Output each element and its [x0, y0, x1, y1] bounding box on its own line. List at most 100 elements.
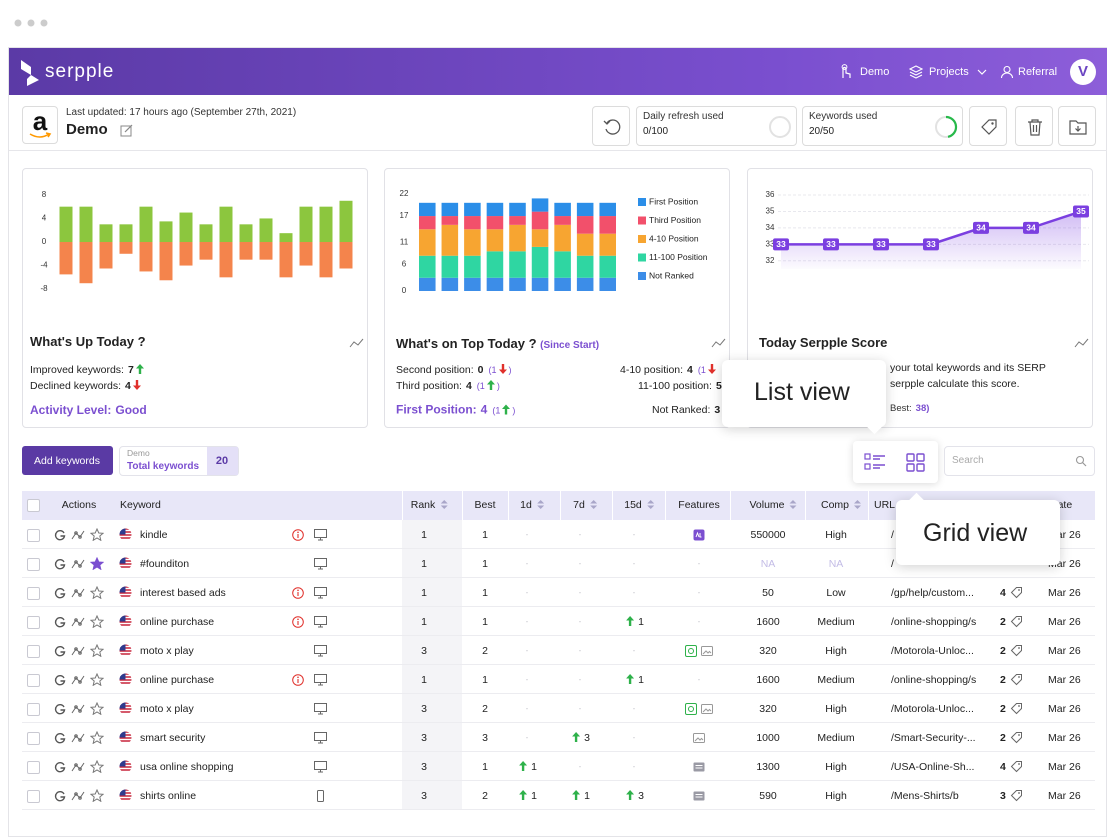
google-button[interactable] [54, 732, 66, 744]
keyword[interactable]: online purchase [140, 615, 215, 628]
star-button[interactable] [90, 644, 104, 657]
checkbox[interactable] [27, 789, 40, 803]
chart-button[interactable] [71, 558, 85, 570]
column-header[interactable]: 15d [624, 497, 654, 513]
google-button[interactable] [54, 587, 66, 599]
info-icon [292, 528, 304, 541]
grid-view-button[interactable] [906, 453, 926, 472]
nav-projects[interactable]: Projects [929, 66, 969, 78]
stat-value: 5 [715, 380, 722, 392]
stat-value: Good [115, 403, 147, 417]
bar-segment [576, 202, 594, 217]
keyword[interactable]: interest based ads [140, 586, 226, 599]
chart-button[interactable] [71, 587, 85, 599]
point-label: 33 [876, 239, 886, 249]
refresh-button[interactable] [592, 106, 630, 146]
checkbox[interactable] [27, 702, 40, 716]
sort-arrows [440, 500, 448, 509]
google-button[interactable] [54, 761, 66, 773]
tag-icon[interactable] [1010, 615, 1023, 628]
device-icon [314, 673, 327, 685]
flag-part [119, 615, 132, 628]
keyword[interactable]: online purchase [140, 673, 215, 686]
trend-arrow-shape [519, 789, 528, 800]
point-label: 34 [976, 223, 986, 233]
checkbox[interactable] [27, 731, 40, 745]
chart-button[interactable] [71, 645, 85, 657]
star-button[interactable] [90, 731, 104, 744]
keyword[interactable]: moto x play [140, 702, 194, 715]
google-button[interactable] [54, 790, 66, 802]
chart-button[interactable] [71, 674, 85, 686]
checkbox[interactable] [27, 673, 40, 687]
google-button[interactable] [54, 645, 66, 657]
keyword[interactable]: moto x play [140, 644, 194, 657]
star-button[interactable] [90, 615, 104, 628]
tag-icon[interactable] [1010, 789, 1023, 802]
tag-icon[interactable] [1010, 673, 1023, 686]
checkbox[interactable] [27, 760, 40, 774]
star-button[interactable] [90, 528, 104, 541]
tag-icon[interactable] [1010, 702, 1023, 715]
delete-button[interactable] [1015, 106, 1053, 146]
cell: 1 [421, 673, 427, 686]
checkbox[interactable] [27, 615, 40, 629]
checkbox[interactable] [27, 528, 40, 542]
edit-icon[interactable] [120, 124, 133, 137]
keyword[interactable]: kindle [140, 528, 168, 541]
star-button[interactable] [90, 760, 104, 773]
nav-demo[interactable]: Demo [860, 66, 890, 78]
bar-segment [576, 255, 594, 278]
google-button[interactable] [54, 616, 66, 628]
nav-referral[interactable]: Referral [1018, 66, 1058, 78]
checkbox[interactable] [27, 644, 40, 658]
empty-cell: - [578, 674, 582, 684]
cell: 320 [759, 702, 777, 715]
grid-view-tooltip: Grid view [896, 492, 1060, 565]
add-keywords-button[interactable] [22, 446, 113, 475]
star-button[interactable] [90, 586, 104, 599]
google-button[interactable] [54, 558, 66, 570]
tag-icon[interactable] [1010, 760, 1023, 773]
chart-button[interactable] [71, 616, 85, 628]
export-button[interactable] [1058, 106, 1096, 146]
keyword[interactable]: smart security [140, 731, 206, 744]
column-header[interactable]: Comp [821, 497, 862, 513]
chart-button[interactable] [71, 732, 85, 744]
chart-button[interactable] [71, 790, 85, 802]
avatar[interactable] [1070, 59, 1096, 85]
checkbox[interactable] [27, 557, 40, 571]
y-tick-label: 6 [402, 260, 407, 269]
keyword[interactable]: usa online shopping [140, 760, 234, 773]
star-button[interactable] [90, 673, 104, 686]
tag-button[interactable] [969, 106, 1007, 146]
chart-button[interactable] [71, 761, 85, 773]
star-button[interactable] [90, 789, 104, 802]
checkbox[interactable] [27, 499, 40, 512]
row-border [22, 693, 1095, 694]
column-header[interactable]: Volume [749, 497, 797, 513]
tag-icon[interactable] [1010, 644, 1023, 657]
tag-icon[interactable] [1010, 586, 1023, 599]
chart-button[interactable] [71, 703, 85, 715]
search-box[interactable] [944, 446, 1095, 476]
tag-icon[interactable] [1010, 731, 1023, 744]
google-button[interactable] [54, 674, 66, 686]
chart-button[interactable] [71, 529, 85, 541]
cell: 3 [421, 760, 427, 773]
column-header[interactable]: 7d [573, 497, 597, 513]
star-button[interactable] [90, 702, 104, 715]
stat-value: 4 [465, 380, 472, 392]
google-button[interactable] [54, 529, 66, 541]
checkbox[interactable] [27, 586, 40, 600]
keyword[interactable]: shirts online [140, 789, 197, 802]
column-header[interactable]: Rank [411, 497, 448, 513]
google-button-part [54, 761, 66, 772]
keyword[interactable]: #founditon [140, 557, 190, 570]
star-button[interactable] [90, 557, 104, 570]
google-button[interactable] [54, 703, 66, 715]
trend-arrow-shape [626, 615, 635, 626]
list-view-button[interactable] [864, 453, 886, 471]
feature-icon [693, 791, 705, 800]
column-header[interactable]: 1d [520, 497, 544, 513]
